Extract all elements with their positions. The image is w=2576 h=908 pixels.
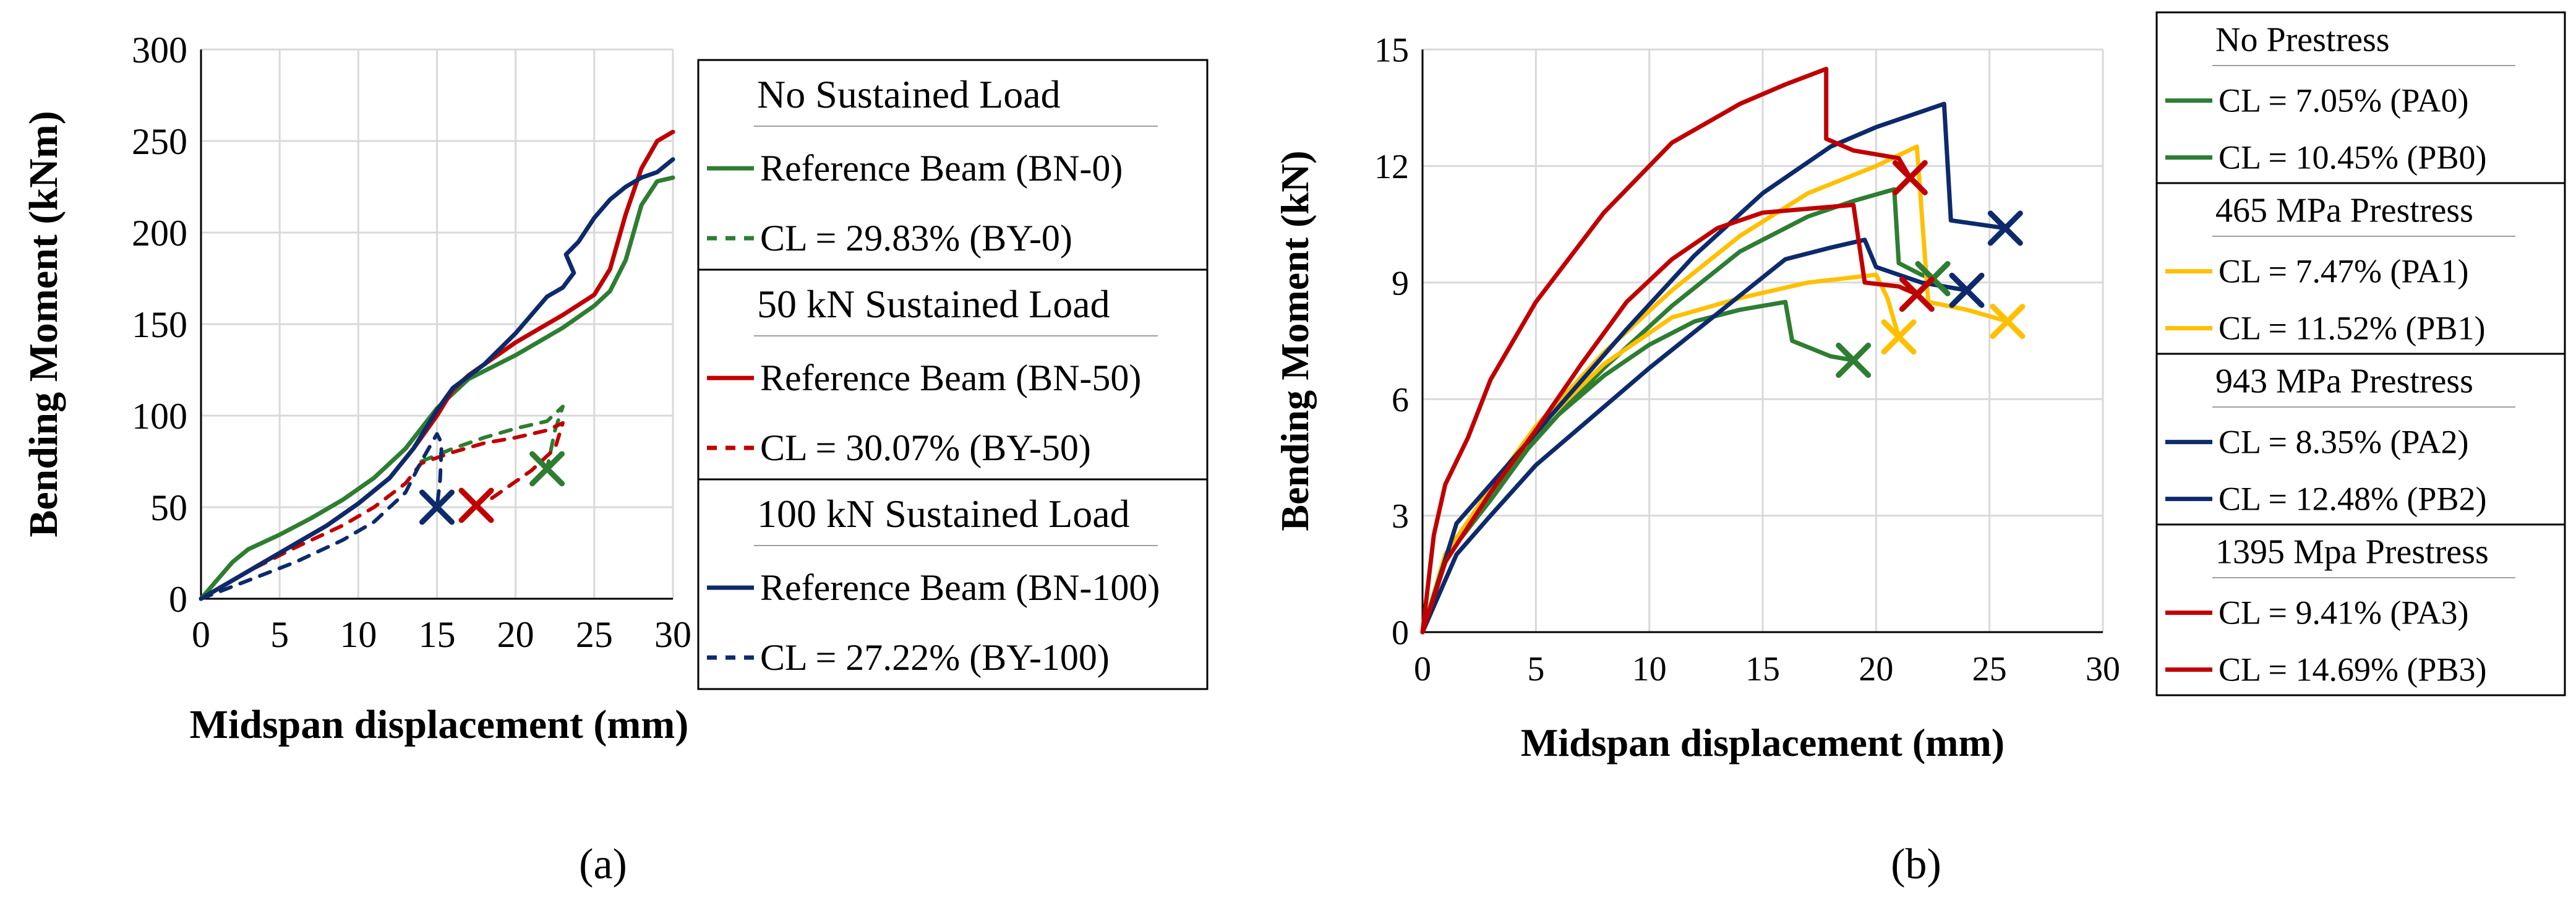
x-tick-label: 20 (1859, 650, 1893, 688)
legend-entry-label: CL = 27.22% (BY-100) (760, 637, 1110, 678)
y-tick-label: 12 (1374, 148, 1409, 186)
panel-label: (a) (579, 841, 627, 888)
legend-box (697, 268, 1209, 481)
legend: No Prestress CL = 7.05% (PA0) CL = 10.45% … (2155, 11, 2566, 696)
failure-marker-stroke (1836, 342, 1872, 378)
y-axis-title: Bending Moment (kN) (1273, 150, 1317, 531)
series-line-7 (1420, 202, 1919, 635)
panel-label: (b) (1891, 841, 1941, 888)
failure-marker-stroke (1949, 272, 1985, 308)
legend-entry-label: CL = 12.48% (PB2) (2219, 480, 2486, 517)
y-tick-label: 0 (1392, 614, 1409, 653)
chart-b: 0 5 10 15 20 25 30 0 3 6 9 12 15 Midspan displacement… (1273, 11, 2566, 888)
series-line-4 (199, 421, 565, 601)
failure-marker-stroke (458, 487, 494, 523)
legend-group-title: No Sustained Load (757, 72, 1061, 116)
failure-marker-1 (1836, 342, 1872, 378)
failure-marker-5 (1949, 272, 1985, 308)
failure-marker-stroke (529, 451, 565, 487)
failure-marker-3 (1881, 319, 1917, 355)
y-tick-label: 9 (1392, 264, 1409, 302)
x-tick-label: 30 (654, 614, 691, 655)
series-line-2 (1420, 187, 1935, 635)
x-tick-label: 25 (1972, 650, 2007, 688)
failure-marker-4 (1990, 304, 2026, 340)
y-tick-label: 150 (132, 304, 187, 345)
y-tick-label: 300 (132, 30, 187, 71)
failure-marker-stroke (1881, 319, 1917, 355)
legend-box (2155, 523, 2566, 696)
legend-entry-label: CL = 29.83% (BY-0) (760, 218, 1072, 259)
y-tick-label: 15 (1374, 32, 1409, 70)
x-tick-label: 10 (340, 614, 377, 655)
x-axis-title: Midspan displacement (mm) (1521, 721, 2005, 765)
legend-entry-label: Reference Beam (BN-50) (760, 358, 1141, 398)
legend-entry-label: CL = 7.05% (PA0) (2219, 82, 2468, 119)
legend-box (697, 59, 1209, 271)
series-group (199, 129, 675, 601)
legend-box (2155, 353, 2566, 526)
y-axis-title: Bending Moment (kNm) (21, 111, 66, 537)
x-axis-title: Midspan displacement (mm) (190, 702, 689, 747)
legend-entry-label: CL = 30.07% (BY-50) (760, 427, 1091, 468)
failure-marker-stroke (1892, 160, 1928, 195)
legend-entry-label: CL = 7.47% (PA1) (2219, 252, 2468, 289)
x-tick-label: 25 (576, 614, 613, 655)
legend-entry-label: CL = 10.45% (PB0) (2219, 139, 2486, 176)
legend-entry-label: CL = 14.69% (PB3) (2219, 651, 2486, 688)
failure-marker-stroke (1990, 304, 2026, 340)
y-tick-label: 100 (132, 396, 187, 437)
failure-marker-4 (458, 487, 494, 523)
legend-entry-label: CL = 11.52% (PB1) (2219, 309, 2485, 346)
failure-marker-6 (1987, 210, 2023, 246)
x-tick-label: 30 (2086, 650, 2120, 688)
y-tick-label: 250 (132, 121, 187, 162)
legend-group-title: 465 MPa Prestress (2215, 192, 2473, 230)
series-line-5 (199, 157, 675, 601)
failure-marker-stroke (1987, 210, 2023, 246)
legend-group-title: 943 MPa Prestress (2215, 362, 2473, 401)
failure-marker-2 (529, 451, 565, 487)
x-tick-label: 20 (497, 614, 534, 655)
legend-group-title: No Prestress (2215, 21, 2390, 59)
legend: No Sustained Load Reference Beam (BN-0) CL… (697, 59, 1209, 690)
y-tick-label: 3 (1392, 497, 1409, 536)
series-line-1 (1420, 299, 1856, 635)
y-tick-label: 200 (132, 213, 187, 254)
legend-group-title: 100 kN Sustained Load (757, 492, 1130, 536)
legend-box (2155, 11, 2566, 184)
x-tick-label: 15 (1745, 650, 1780, 688)
x-tick-label: 5 (1527, 650, 1544, 688)
legend-group-title: 1395 Mpa Prestress (2215, 533, 2489, 572)
y-tick-label: 50 (150, 487, 187, 528)
failure-marker-stroke (419, 489, 455, 525)
failure-marker-8 (1892, 160, 1928, 195)
x-tick-label: 0 (192, 614, 210, 655)
legend-entry-label: CL = 9.41% (PA3) (2219, 594, 2468, 631)
legend-entry-label: Reference Beam (BN-100) (760, 567, 1160, 608)
series-line-6 (199, 432, 444, 601)
series-group (1420, 66, 2026, 635)
failure-marker-stroke (1899, 276, 1935, 312)
x-tick-label: 15 (419, 614, 456, 655)
x-tick-label: 5 (270, 614, 289, 655)
series-line-4 (1420, 144, 2010, 635)
x-tick-label: 0 (1414, 650, 1431, 688)
series-line-3 (1420, 272, 1901, 635)
series-line-5 (1420, 238, 1969, 635)
y-tick-label: 0 (169, 579, 187, 620)
legend-entry-label: CL = 8.35% (PA2) (2219, 423, 2468, 460)
failure-marker-6 (419, 489, 455, 525)
x-tick-label: 10 (1632, 650, 1667, 688)
y-tick-label: 6 (1392, 381, 1409, 419)
failure-marker-7 (1899, 276, 1935, 312)
legend-box (697, 478, 1209, 690)
legend-box (2155, 182, 2566, 355)
legend-entry-label: Reference Beam (BN-0) (760, 148, 1123, 189)
legend-group-title: 50 kN Sustained Load (757, 282, 1110, 326)
series-line-8 (1420, 66, 1912, 635)
